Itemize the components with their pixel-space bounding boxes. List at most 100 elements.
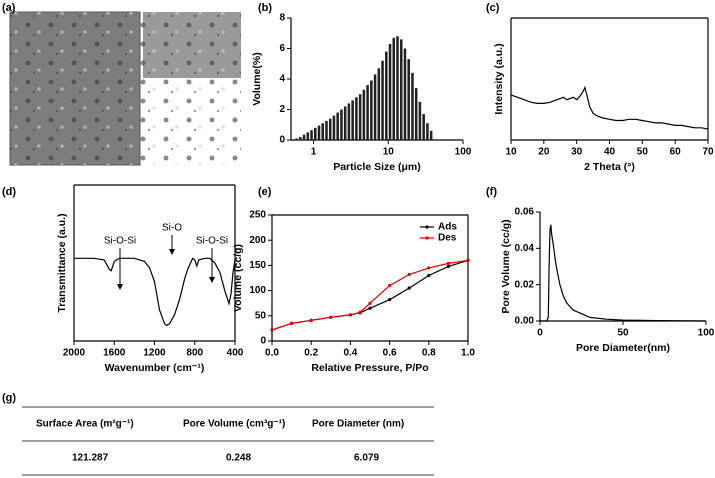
annotation-arrowhead: [209, 277, 215, 283]
bar: [347, 103, 351, 140]
x-tick-label: 1: [311, 147, 317, 158]
bar: [340, 109, 343, 140]
data-point: [388, 298, 392, 302]
data-point: [427, 273, 431, 278]
bar: [336, 112, 339, 140]
bar: [343, 106, 347, 140]
table-header: Surface Area (m²g⁻¹): [36, 419, 134, 430]
data-line: [540, 224, 707, 322]
data-line: [271, 259, 469, 331]
x-axis-label: Wavenumber (cm⁻¹): [105, 362, 205, 374]
data-point: [466, 258, 470, 262]
x-tick-label: 0.6: [383, 348, 397, 359]
bar: [426, 123, 429, 140]
bar: [306, 132, 310, 140]
y-tick-label: 2: [279, 104, 285, 115]
x-tick-label: 50: [637, 147, 649, 158]
y-tick-label: 0.04: [515, 243, 535, 254]
x-tick-label: 0.0: [265, 348, 279, 359]
annotation-arrowhead: [117, 284, 123, 290]
x-tick-label: 100: [698, 328, 715, 339]
bar: [407, 59, 410, 140]
data-point: [270, 328, 274, 332]
panel-label: (d): [2, 186, 16, 198]
data-point: [290, 321, 294, 325]
data-point: [368, 306, 372, 310]
table-cell: 0.248: [226, 453, 251, 464]
bar: [302, 134, 306, 140]
bar: [366, 85, 369, 140]
x-tick-label: 50: [617, 328, 629, 339]
bar: [317, 125, 321, 140]
x-tick-label: 0.2: [304, 348, 318, 359]
x-tick-label: 30: [571, 147, 583, 158]
x-tick-label: 100: [455, 147, 472, 158]
y-axis-label: Volume (cc/g): [232, 244, 244, 312]
panel-label: (g): [2, 392, 16, 404]
bar: [310, 130, 313, 140]
bar: [295, 138, 298, 140]
y-tick-label: 0.06: [515, 207, 535, 218]
x-tick-label: 60: [670, 147, 682, 158]
table-header: Pore Volume (cm³g⁻¹): [183, 419, 285, 430]
bar: [392, 37, 396, 141]
y-tick-label: 4: [279, 74, 285, 85]
scale-bar-label: 20 μm: [204, 145, 221, 151]
y-tick-label: 0.00: [515, 316, 535, 327]
y-axis-label: Pore Volume (cc/g): [500, 219, 512, 313]
table-cell: 6.079: [354, 453, 379, 464]
bar: [429, 130, 433, 140]
x-tick-label: 0.4: [343, 348, 357, 359]
y-tick-label: 6: [279, 43, 285, 54]
bar: [351, 100, 354, 140]
panel-label: (a): [2, 2, 16, 14]
legend-marker: [425, 236, 429, 240]
data-point: [446, 264, 450, 269]
data-point: [348, 313, 352, 317]
bar: [362, 89, 366, 140]
annotation-arrowhead: [169, 249, 175, 255]
bar: [325, 120, 328, 140]
bar: [388, 43, 392, 140]
panel-label: (c): [486, 2, 500, 14]
y-tick-label: 150: [249, 260, 266, 271]
x-axis-label: Relative Pressure, P/Po: [311, 362, 428, 374]
bar: [403, 48, 407, 140]
x-tick-label: 0.8: [422, 348, 436, 359]
x-tick-label: 40: [604, 147, 616, 158]
bar: [358, 94, 362, 140]
bar: [370, 80, 373, 140]
sem-texture: [10, 12, 241, 165]
bar: [299, 136, 302, 140]
x-tick-label: 1600: [103, 348, 126, 359]
y-tick-label: 100: [249, 285, 266, 296]
data-point: [427, 266, 431, 270]
bar: [321, 123, 325, 140]
x-tick-label: 70: [702, 147, 714, 158]
annotation: Si-O-Si: [196, 236, 228, 247]
x-tick-label: 2000: [63, 348, 86, 359]
y-tick-label: 50: [255, 310, 267, 321]
y-tick-label: 200: [249, 235, 266, 246]
bar: [314, 127, 317, 140]
x-tick-label: 400: [227, 348, 244, 359]
x-tick-label: 10: [505, 147, 517, 158]
legend-label: Des: [438, 233, 457, 244]
y-tick-label: 0: [279, 135, 285, 146]
x-axis-label: Particle Size (μm): [333, 161, 421, 173]
bar: [414, 88, 418, 140]
x-tick-label: 1200: [143, 348, 166, 359]
x-tick-label: 20: [538, 147, 550, 158]
data-line: [74, 257, 236, 327]
bar: [396, 36, 399, 140]
table-cell: 121.287: [72, 453, 109, 464]
data-point: [368, 301, 372, 305]
data-point: [388, 283, 392, 288]
table-header: Pore Diameter (nm): [312, 419, 404, 430]
x-tick-label: 0: [537, 328, 543, 339]
data-point: [358, 310, 362, 314]
annotation: Si-O: [162, 223, 182, 234]
bar: [422, 114, 425, 140]
y-axis-label: Volume(%): [251, 52, 263, 105]
